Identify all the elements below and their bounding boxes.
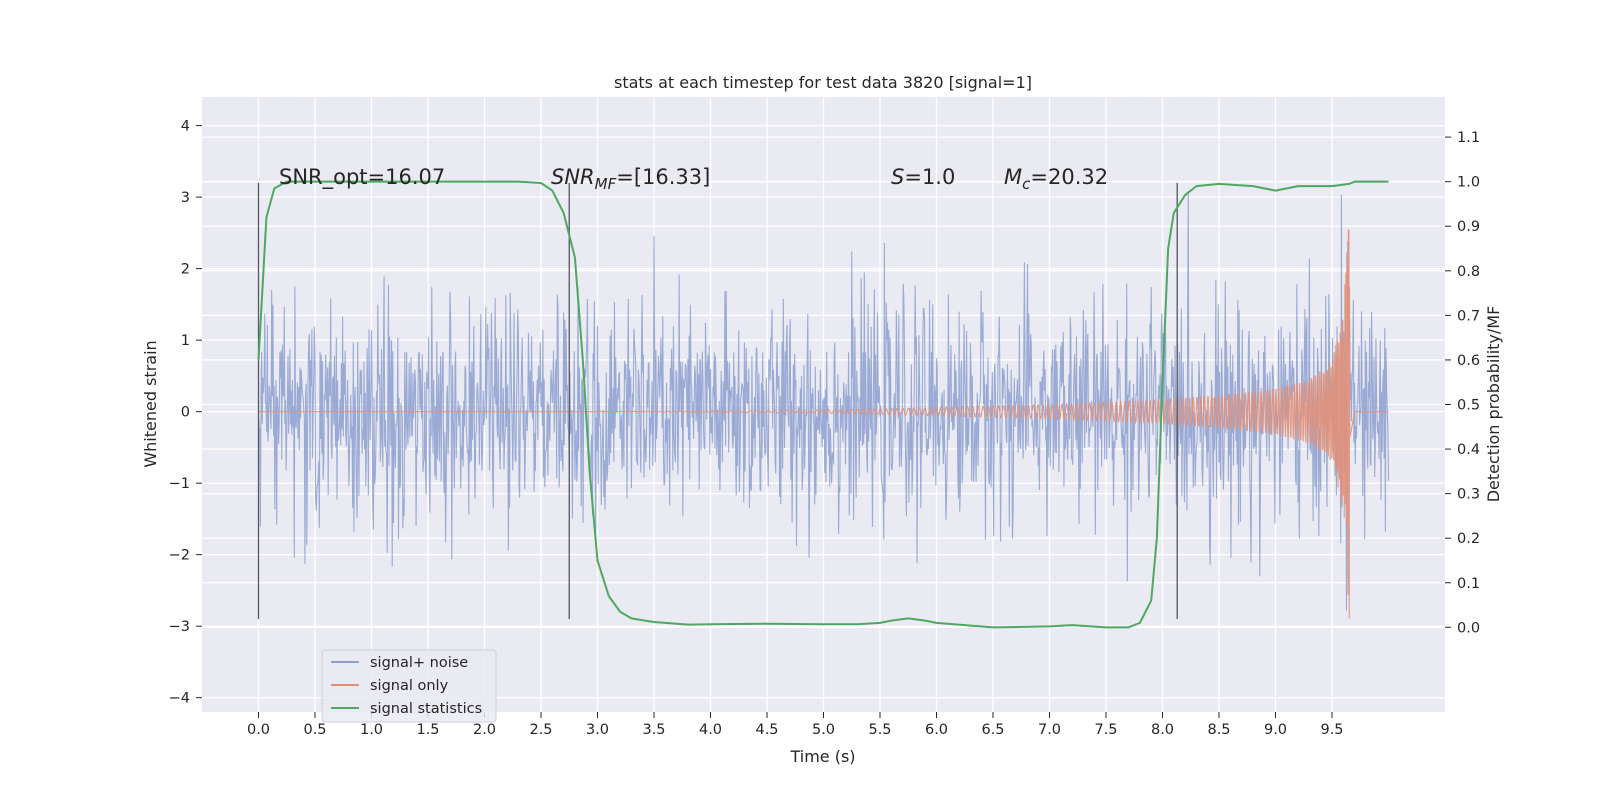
annotation-mc-sub: c xyxy=(1022,175,1031,193)
series-path-signal-only xyxy=(258,229,1389,619)
annotation-snr-mf-value: =[16.33] xyxy=(616,165,710,189)
legend-label-signal-plus-noise: signal+ noise xyxy=(370,655,468,671)
x-tick-label: 8.0 xyxy=(1151,722,1174,738)
y2-axis-label: Detection probability/MF xyxy=(1484,306,1503,503)
y2-tick-label: 0.9 xyxy=(1457,219,1480,235)
annotations: SNR_opt=16.07 SNRMF=[16.33] S=1.0 Mc=20.… xyxy=(279,165,1108,193)
legend-label-signal-only: signal only xyxy=(370,678,449,694)
x-tick-label: 9.5 xyxy=(1320,722,1343,738)
series-path-signal-statistics xyxy=(257,180,1389,629)
y-tick-label: 0 xyxy=(181,405,190,421)
x-tick-label: 0.0 xyxy=(247,722,270,738)
y2-tick-label: 0.5 xyxy=(1457,398,1480,414)
x-tick-label: 2.0 xyxy=(473,722,496,738)
y2-tick-label: 0.8 xyxy=(1457,264,1480,280)
y2-tick-label: 1.0 xyxy=(1457,175,1480,191)
annotation-s-value: =1.0 xyxy=(904,165,955,189)
annotation-snr-mf-base: SNR xyxy=(551,165,595,189)
y-tick-label: −1 xyxy=(169,476,190,492)
y2-tick-label: 0.0 xyxy=(1457,620,1480,636)
y-tick-label: −3 xyxy=(169,619,190,635)
y2-tick-label: 0.4 xyxy=(1457,442,1480,458)
annotation-mc-value: =20.32 xyxy=(1030,165,1108,189)
ticks: 0.0 0.5 1.0 1.5 2.0 2.5 3.0 3.5 4.0 4.5 5.0 5.5 6.0 6… xyxy=(169,119,1480,738)
x-tick-label: 6.5 xyxy=(981,722,1004,738)
legend-box xyxy=(321,649,497,723)
y-tick-label: −4 xyxy=(169,691,190,707)
y2-tick-label: 1.1 xyxy=(1457,130,1480,146)
x-tick-label: 3.5 xyxy=(642,722,665,738)
x-tick-label: 2.5 xyxy=(529,722,552,738)
x-tick-label: 9.0 xyxy=(1264,722,1287,738)
series-signal-plus-noise xyxy=(257,191,1390,611)
annotation-snr-mf: SNRMF=[16.33] xyxy=(551,165,710,193)
y2-tick-label: 0.3 xyxy=(1457,487,1480,503)
x-tick-label: 7.5 xyxy=(1094,722,1117,738)
y2-tick-label: 0.1 xyxy=(1457,576,1480,592)
y2-tick-label: 0.2 xyxy=(1457,531,1480,547)
annotation-s: S=1.0 xyxy=(891,165,955,189)
x-tick-label: 5.5 xyxy=(868,722,891,738)
x-tick-label: 3.0 xyxy=(586,722,609,738)
y-axis-label: Whitened strain xyxy=(141,340,160,467)
x-tick-label: 4.0 xyxy=(699,722,722,738)
y-tick-label: 4 xyxy=(181,119,190,135)
x-tick-label: 5.0 xyxy=(812,722,835,738)
legend-label-signal-statistics: signal statistics xyxy=(370,701,482,717)
annotation-mc-base: M xyxy=(1004,165,1022,189)
x-tick-label: 4.5 xyxy=(755,722,778,738)
legend: signal+ noise signal only signal statist… xyxy=(321,649,497,723)
series-signal-statistics xyxy=(257,180,1389,629)
series-path-signal-plus-noise xyxy=(257,191,1390,611)
x-tick-label: 1.0 xyxy=(360,722,383,738)
y-tick-label: 1 xyxy=(181,333,190,349)
annotation-snr-opt: SNR_opt=16.07 xyxy=(279,165,445,190)
y2-tick-label: 0.7 xyxy=(1457,308,1480,324)
x-axis-label: Time (s) xyxy=(789,747,855,766)
x-tick-label: 8.5 xyxy=(1207,722,1230,738)
x-tick-label: 6.0 xyxy=(925,722,948,738)
annotation-mc: Mc=20.32 xyxy=(1004,165,1108,193)
x-tick-label: 1.5 xyxy=(416,722,439,738)
y-tick-label: 2 xyxy=(181,262,190,278)
y2-tick-label: 0.6 xyxy=(1457,353,1480,369)
annotation-snr-mf-sub: MF xyxy=(595,175,617,193)
annotation-s-base: S xyxy=(891,165,904,189)
y-tick-label: −2 xyxy=(169,548,190,564)
x-tick-label: 7.0 xyxy=(1038,722,1061,738)
y-tick-label: 3 xyxy=(181,190,190,206)
x-tick-label: 0.5 xyxy=(303,722,326,738)
series-signal-only xyxy=(258,229,1389,619)
vertical-markers xyxy=(257,182,1178,620)
chart-title: stats at each timestep for test data 382… xyxy=(614,73,1032,92)
